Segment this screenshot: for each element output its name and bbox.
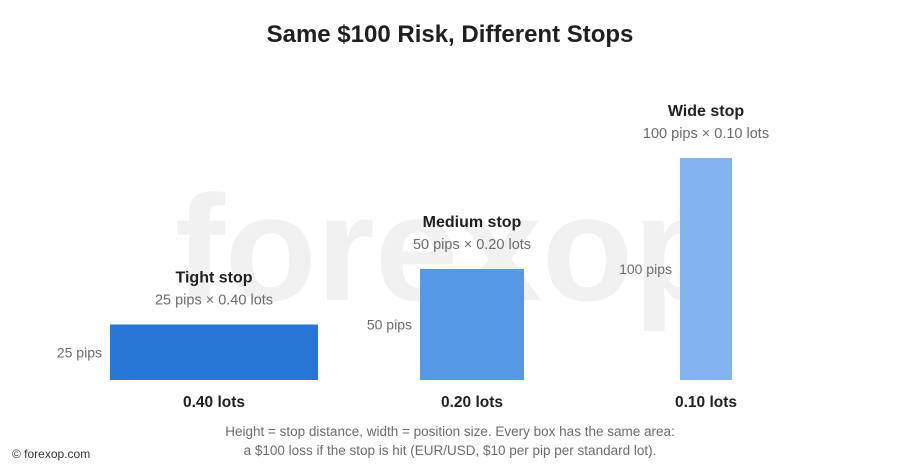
wide-stop-height-label: 100 pips xyxy=(619,261,672,277)
chart-title: Same $100 Risk, Different Stops xyxy=(267,21,634,48)
boxes-group: Tight stop 25 pips × 0.40 lots 25 pips 0.40… xyxy=(57,103,769,411)
tight-stop-box xyxy=(110,324,318,380)
tight-stop-subtitle: 25 pips × 0.40 lots xyxy=(155,293,273,309)
tight-stop-lots-label: 0.40 lots xyxy=(183,394,245,411)
medium-stop-subtitle: 50 pips × 0.20 lots xyxy=(413,237,531,253)
wide-stop-box xyxy=(680,158,732,380)
tight-stop-label: Tight stop xyxy=(175,270,252,287)
medium-stop-height-label: 50 pips xyxy=(367,317,412,333)
copyright: © forexop.com xyxy=(12,447,90,461)
medium-stop-label: Medium stop xyxy=(423,214,522,231)
wide-stop-label: Wide stop xyxy=(668,103,745,120)
medium-stop-box xyxy=(420,269,524,380)
caption-line-2: a $100 loss if the stop is hit (EUR/USD,… xyxy=(244,443,657,458)
wide-stop-lots-label: 0.10 lots xyxy=(675,394,737,411)
medium-stop-lots-label: 0.20 lots xyxy=(441,394,503,411)
wide-stop-subtitle: 100 pips × 0.10 lots xyxy=(643,126,769,142)
caption-line-1: Height = stop distance, width = position… xyxy=(225,424,675,439)
tight-stop-height-label: 25 pips xyxy=(57,344,102,360)
